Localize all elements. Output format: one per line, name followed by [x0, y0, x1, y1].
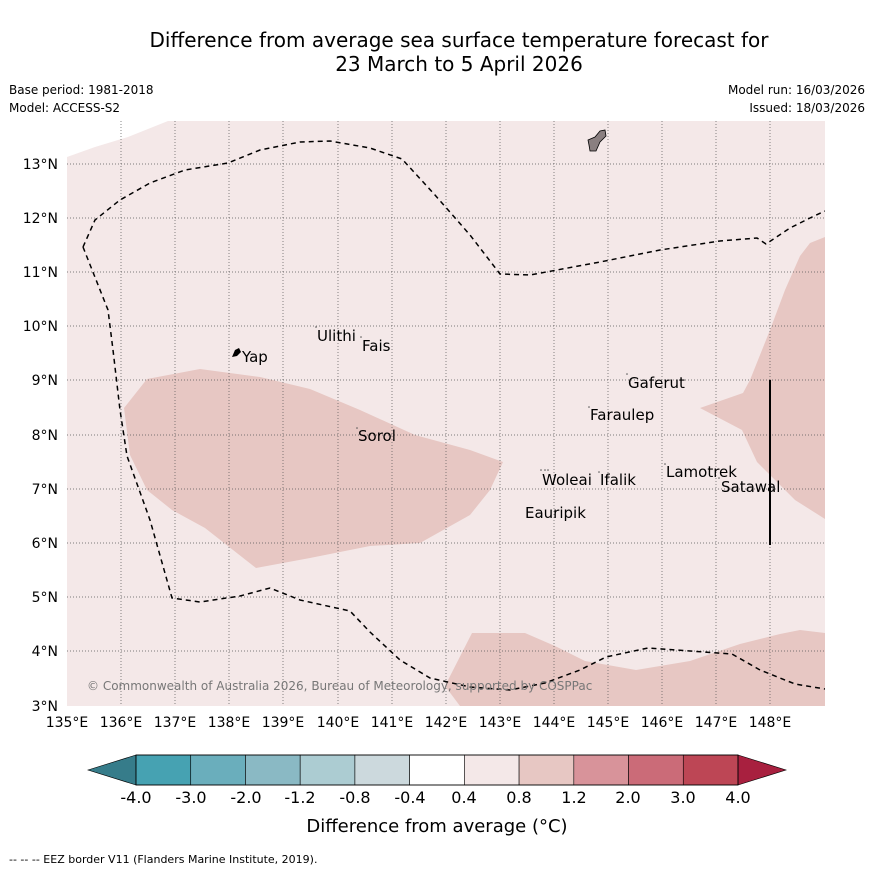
colorbar-segment [299, 754, 356, 786]
anomaly-band-0-8-to-1-2-west [124, 369, 503, 568]
lat-label: 9°N [32, 373, 58, 389]
colorbar-tick: -1.2 [284, 788, 315, 807]
lon-label: 148°E [749, 715, 792, 731]
lon-label: 145°E [587, 715, 630, 731]
anomaly-band-0-8-to-1-2-south [445, 630, 825, 706]
place-labels: Ulithi Fais Yap Gaferut Faraulep Sorol L… [241, 327, 780, 522]
colorbar-segments [135, 754, 739, 786]
lat-label: 11°N [23, 265, 58, 281]
lon-label: 143°E [479, 715, 522, 731]
colorbar-segment [354, 754, 410, 786]
lon-label: 146°E [641, 715, 684, 731]
atoll-dots [315, 326, 720, 479]
lon-label: 139°E [262, 715, 305, 731]
colorbar-tick: -3.0 [175, 788, 206, 807]
lat-label: 12°N [23, 211, 58, 227]
top-left-outside-region [67, 121, 168, 157]
base-period-text: Base period: 1981-2018 [9, 83, 154, 97]
colorbar-outline [135, 754, 739, 786]
colorbar-segment [409, 754, 465, 786]
place-label-woleai: Woleai [542, 471, 592, 489]
meta-left: Base period: 1981-2018 Model: ACCESS-S2 [9, 81, 154, 117]
map-title: Difference from average sea surface temp… [0, 28, 873, 76]
colorbar-tick: 2.0 [615, 788, 640, 807]
colorbar-segment [628, 754, 684, 786]
lat-label: 5°N [32, 590, 58, 606]
colorbar-ticks: -4.0 -3.0 -2.0 -1.2 -0.8 -0.4 0.4 0.8 1.… [120, 788, 750, 807]
yap-island [232, 348, 241, 357]
colorbar-segment [245, 754, 301, 786]
colorbar-tick: -0.4 [394, 788, 425, 807]
colorbar-tick: 0.8 [506, 788, 531, 807]
colorbar-tick: 3.0 [670, 788, 695, 807]
anomaly-band-0-8-to-1-2-east [700, 237, 825, 519]
colorbar-segment [135, 754, 192, 786]
eez-footer-note: -- -- -- EEZ border V11 (Flanders Marine… [9, 853, 318, 866]
lat-label: 6°N [32, 536, 58, 552]
lon-label: 140°E [317, 715, 360, 731]
lon-label: 138°E [208, 715, 251, 731]
colorbar-segment [518, 754, 575, 786]
colorbar-tick: -2.0 [230, 788, 261, 807]
latitude-labels: 13°N 12°N 11°N 10°N 9°N 8°N 7°N 6°N 5°N … [23, 157, 58, 715]
lon-label: 135°E [46, 715, 89, 731]
place-label-sorol: Sorol [358, 427, 396, 445]
colorbar-segment [464, 754, 520, 786]
lon-label: 136°E [100, 715, 143, 731]
title-line-2: 23 March to 5 April 2026 [335, 52, 583, 76]
eez-border [82, 140, 825, 691]
lat-label: 7°N [32, 482, 58, 498]
lat-label: 13°N [23, 157, 58, 173]
colorbar-segment [190, 754, 246, 786]
colorbar-tick: -0.8 [339, 788, 370, 807]
lon-label: 142°E [425, 715, 468, 731]
map-area: Ulithi Fais Yap Gaferut Faraulep Sorol L… [67, 121, 825, 706]
place-label-ifalik: Ifalik [600, 471, 636, 489]
guam-island [587, 129, 607, 152]
place-label-lamotrek: Lamotrek [666, 463, 737, 481]
lat-label: 10°N [23, 319, 58, 335]
colorbar-tick: 4.0 [725, 788, 750, 807]
colorbar-label: Difference from average (°C) [306, 816, 567, 837]
model-run-text: Model run: 16/03/2026 [727, 83, 865, 97]
colorbar-tick: 1.2 [561, 788, 586, 807]
gridlines [67, 121, 825, 706]
lat-label: 4°N [32, 644, 58, 660]
lon-label: 147°E [695, 715, 738, 731]
colorbar-tick: 0.4 [451, 788, 476, 807]
lat-label: 3°N [32, 699, 58, 715]
colorbar-tick: -4.0 [120, 788, 151, 807]
place-label-yap: Yap [241, 348, 268, 366]
longitude-labels: 135°E 136°E 137°E 138°E 139°E 140°E 141°… [46, 715, 792, 731]
lon-label: 137°E [154, 715, 197, 731]
colorbar-over-arrow [737, 754, 788, 786]
meta-right: Model run: 16/03/2026 Issued: 18/03/2026 [728, 81, 865, 117]
colorbar-segment [573, 754, 629, 786]
place-label-satawal: Satawal [721, 478, 780, 496]
copyright-notice: © Commonwealth of Australia 2026, Bureau… [87, 679, 592, 693]
place-label-eauripik: Eauripik [525, 504, 586, 522]
colorbar-under-arrow [86, 754, 137, 786]
title-line-1: Difference from average sea surface temp… [149, 28, 769, 52]
place-label-faraulep: Faraulep [590, 406, 654, 424]
issued-text: Issued: 18/03/2026 [749, 101, 865, 115]
place-label-gaferut: Gaferut [628, 374, 685, 392]
model-text: Model: ACCESS-S2 [9, 101, 121, 115]
place-label-fais: Fais [362, 337, 391, 355]
colorbar: -4.0 -3.0 -2.0 -1.2 -0.8 -0.4 0.4 0.8 1.… [86, 754, 788, 837]
lat-label: 8°N [32, 428, 58, 444]
place-label-ulithi: Ulithi [317, 327, 356, 345]
lon-label: 144°E [533, 715, 576, 731]
colorbar-segment [682, 754, 739, 786]
lon-label: 141°E [371, 715, 414, 731]
